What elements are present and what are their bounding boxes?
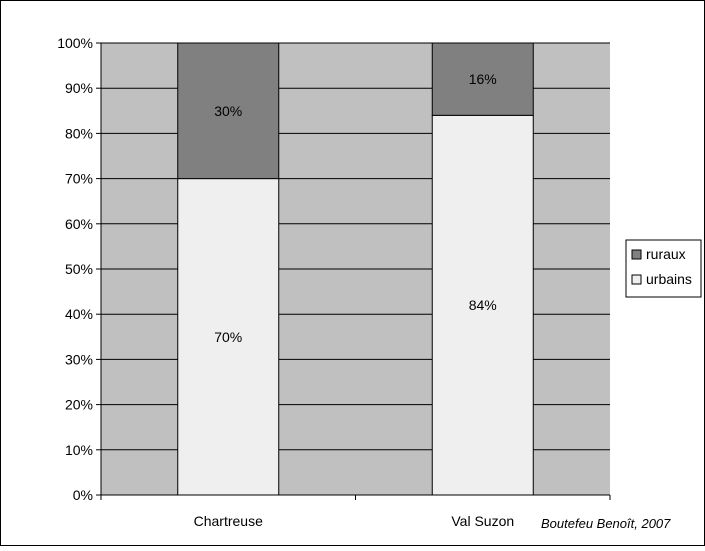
axes: 0% 10% 20% 30% 40% 50% 60% 70% 80% 90% 100% Chartre… [57,35,611,529]
bar-segment-ruraux [431,42,534,116]
bar-segment-ruraux [177,42,280,180]
bar-segment-urbains [431,114,534,496]
y-tick-label: 70% [65,171,93,187]
legend: ruraux urbains [625,239,702,298]
source-credit: Boutefeu Benoît, 2007 [541,516,671,531]
x-tick-label: Chartreuse [194,513,263,529]
y-tick-label: 0% [73,487,93,503]
bar-segment-urbains [177,178,280,496]
y-tick-label: 30% [65,351,93,367]
y-tick-label: 20% [65,397,93,413]
y-tick-label: 60% [65,216,93,232]
data-label: 84% [469,297,497,313]
y-tick-label: 100% [57,35,93,51]
data-label: 70% [214,329,242,345]
legend-label-urbains: urbains [646,271,692,287]
x-tick-label: Val Suzon [451,513,514,529]
y-tick-label: 90% [65,80,93,96]
legend-box [625,239,702,298]
data-label: 30% [214,103,242,119]
y-tick-label: 50% [65,261,93,277]
legend-swatch-urbains [631,274,642,285]
y-tick-label: 40% [65,306,93,322]
y-tick-label: 80% [65,125,93,141]
bars: 70% 30% 84% 16% [177,42,534,496]
legend-label-ruraux: ruraux [646,246,686,262]
y-tick-label: 10% [65,442,93,458]
data-label: 16% [469,71,497,87]
legend-swatch-ruraux [631,249,642,260]
